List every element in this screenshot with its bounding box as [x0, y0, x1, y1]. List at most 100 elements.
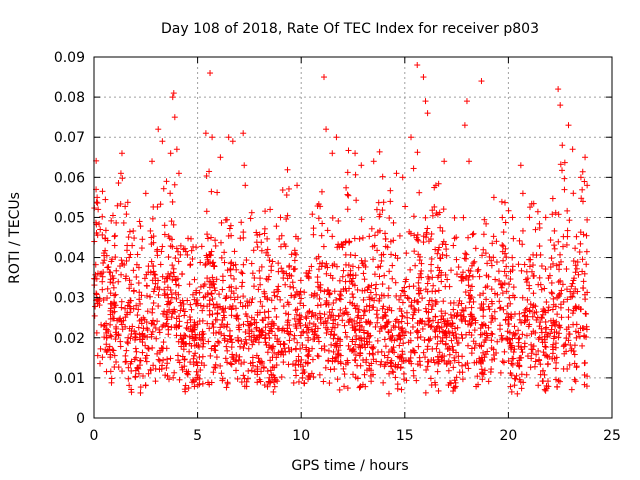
data-point — [171, 308, 178, 315]
data-point-peak — [569, 146, 576, 153]
data-point — [158, 248, 165, 255]
data-point — [297, 300, 304, 307]
data-point — [308, 292, 315, 299]
data-point — [501, 348, 508, 355]
data-point — [275, 283, 282, 290]
data-point — [390, 219, 397, 226]
data-point — [516, 316, 523, 323]
data-point — [286, 272, 293, 279]
data-point — [314, 325, 321, 332]
data-point — [257, 359, 264, 366]
data-point — [134, 312, 141, 319]
data-point — [459, 362, 466, 369]
data-point — [293, 325, 300, 332]
data-point — [458, 277, 465, 284]
data-point — [407, 329, 414, 336]
data-point — [255, 339, 262, 346]
data-point — [325, 347, 332, 354]
data-point — [546, 354, 553, 361]
x-tick-label: 5 — [193, 428, 202, 444]
data-point — [292, 233, 299, 240]
data-point — [333, 263, 340, 270]
data-point — [268, 371, 275, 378]
data-point-peak — [461, 122, 468, 129]
data-point — [411, 248, 418, 255]
data-point — [277, 296, 284, 303]
data-point — [517, 378, 524, 385]
data-point — [126, 277, 133, 284]
data-point — [258, 368, 265, 375]
data-point — [423, 366, 430, 373]
data-point-peak — [142, 190, 149, 197]
data-point — [210, 320, 217, 327]
data-point — [212, 237, 219, 244]
data-point — [233, 313, 240, 320]
data-point — [410, 165, 417, 172]
data-point — [268, 328, 275, 335]
data-point — [198, 243, 205, 250]
data-point — [152, 365, 159, 372]
data-point — [410, 367, 417, 374]
data-point — [214, 189, 221, 196]
data-point — [274, 378, 281, 385]
data-point — [539, 367, 546, 374]
data-point — [197, 302, 204, 309]
data-point — [248, 299, 255, 306]
data-point — [488, 262, 495, 269]
data-point — [133, 348, 140, 355]
data-point — [335, 350, 342, 357]
data-point — [173, 276, 180, 283]
data-point — [257, 275, 264, 282]
data-point — [105, 328, 112, 335]
data-point — [210, 280, 217, 287]
data-point — [465, 365, 472, 372]
data-point — [453, 374, 460, 381]
data-point — [460, 307, 467, 314]
data-point — [123, 211, 130, 218]
data-point — [134, 251, 141, 258]
data-point — [271, 383, 278, 390]
data-point — [106, 268, 113, 275]
data-point — [123, 258, 130, 265]
data-point — [276, 235, 283, 242]
data-point — [246, 330, 253, 337]
data-point — [415, 329, 422, 336]
data-point — [367, 289, 374, 296]
data-point — [98, 321, 105, 328]
data-point — [288, 346, 295, 353]
data-point — [422, 305, 429, 312]
data-point — [574, 258, 581, 265]
data-point — [280, 303, 287, 310]
data-point — [300, 366, 307, 373]
data-point — [192, 350, 199, 357]
data-point — [465, 267, 472, 274]
data-point — [372, 323, 379, 330]
data-point — [396, 305, 403, 312]
data-point — [414, 231, 421, 238]
data-point — [424, 225, 431, 232]
data-point — [249, 295, 256, 302]
y-tick-label: 0.01 — [54, 371, 85, 387]
data-point — [317, 281, 324, 288]
y-tick-label: 0.09 — [54, 50, 85, 66]
data-point — [187, 316, 194, 323]
data-point — [506, 281, 513, 288]
data-point — [523, 305, 530, 312]
data-point — [259, 329, 266, 336]
data-point — [151, 271, 158, 278]
data-point — [206, 325, 213, 332]
data-point — [245, 345, 252, 352]
data-point — [94, 200, 101, 207]
data-point-peak — [519, 190, 526, 197]
data-point — [481, 216, 488, 223]
data-point — [417, 287, 424, 294]
data-point — [108, 217, 115, 224]
data-point — [468, 304, 475, 311]
data-point — [339, 317, 346, 324]
data-point — [193, 358, 200, 365]
data-point — [125, 299, 132, 306]
data-point — [549, 290, 556, 297]
data-point — [176, 323, 183, 330]
data-point — [470, 230, 477, 237]
data-point — [219, 377, 226, 384]
